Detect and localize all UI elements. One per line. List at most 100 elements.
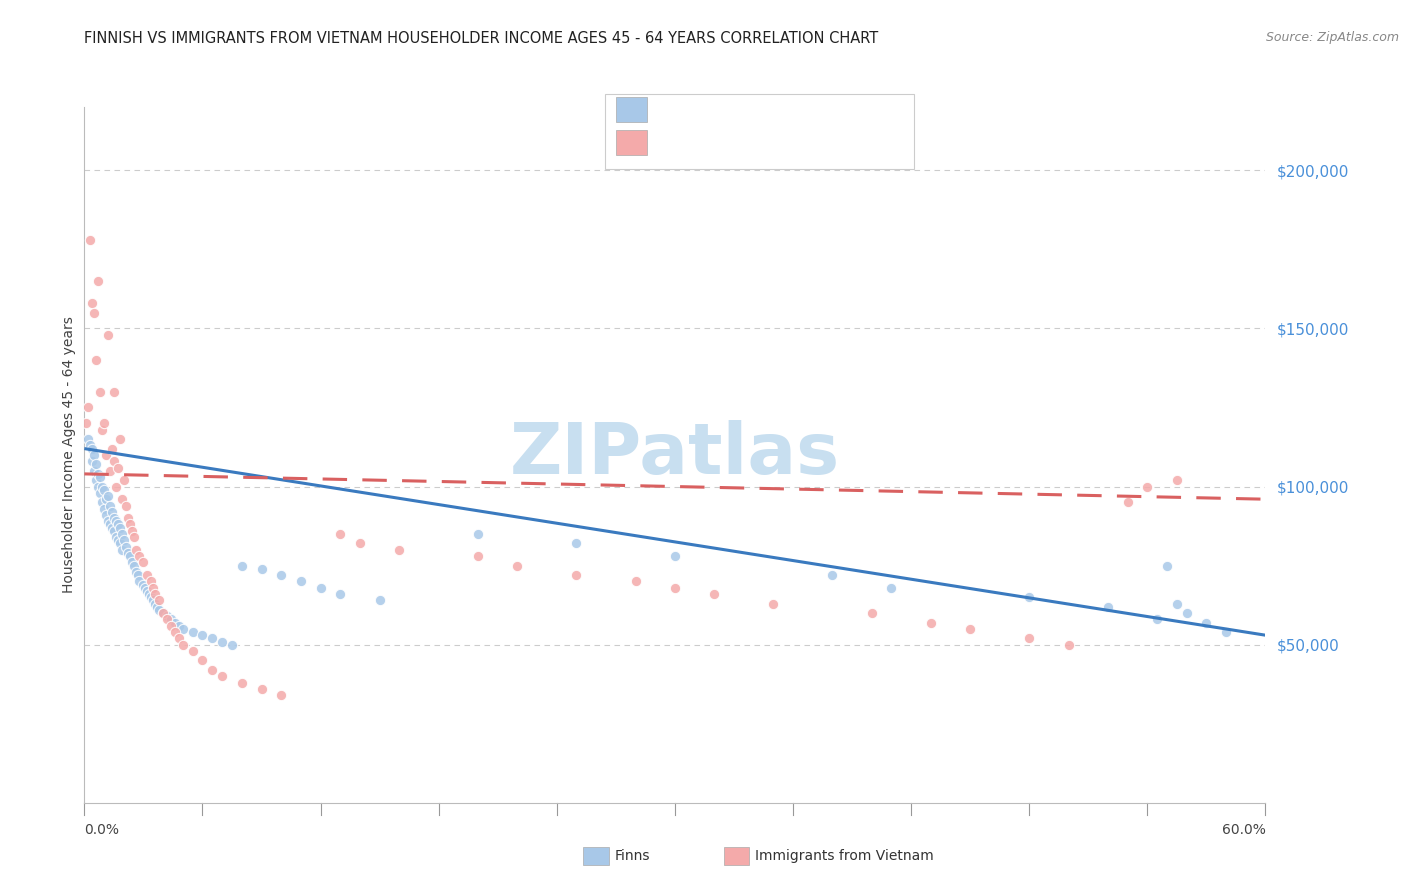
Point [108, 536, 131, 550]
Point [1175, 606, 1198, 620]
Point [1057, 638, 1080, 652]
Point [89, 384, 111, 399]
Text: 0.0%: 0.0% [84, 823, 120, 837]
Text: Finns: Finns [614, 849, 650, 863]
Point [148, 603, 170, 617]
Point [920, 615, 942, 630]
Point [329, 527, 352, 541]
Point [84, 458, 107, 472]
Point [87, 274, 110, 288]
Point [112, 533, 135, 548]
Point [77, 401, 100, 415]
Point [624, 574, 647, 589]
Point [103, 454, 125, 468]
Point [94, 492, 117, 507]
Point [152, 606, 174, 620]
Point [91, 479, 114, 493]
Point [111, 492, 134, 507]
Point [122, 530, 145, 544]
Point [107, 517, 129, 532]
Point [1166, 597, 1188, 611]
Point [167, 632, 190, 646]
Point [87, 467, 110, 481]
Point [1146, 612, 1168, 626]
Point [141, 574, 163, 589]
Text: 60.0%: 60.0% [1222, 823, 1265, 837]
Point [122, 558, 145, 573]
Point [89, 486, 111, 500]
Text: ZIPatlas: ZIPatlas [510, 420, 839, 490]
Point [664, 549, 686, 563]
Point [160, 618, 183, 632]
Point [94, 508, 117, 522]
Point [211, 669, 233, 683]
Point [221, 638, 243, 652]
Point [121, 556, 143, 570]
Point [506, 558, 529, 573]
Point [467, 549, 489, 563]
Point [77, 432, 100, 446]
Point [270, 568, 292, 582]
Point [91, 423, 114, 437]
Point [467, 527, 489, 541]
Text: FINNISH VS IMMIGRANTS FROM VIETNAM HOUSEHOLDER INCOME AGES 45 - 64 YEARS CORRELA: FINNISH VS IMMIGRANTS FROM VIETNAM HOUSE… [84, 31, 879, 46]
Point [1097, 599, 1119, 614]
Point [959, 622, 981, 636]
Point [152, 606, 174, 620]
Point [94, 448, 117, 462]
Point [167, 618, 190, 632]
Point [181, 644, 204, 658]
Point [349, 536, 371, 550]
Point [181, 625, 204, 640]
Point [136, 583, 159, 598]
Text: Immigrants from Vietnam: Immigrants from Vietnam [755, 849, 934, 863]
Point [97, 327, 120, 342]
Text: 65: 65 [808, 136, 830, 150]
Point [87, 479, 110, 493]
Point [103, 384, 125, 399]
Point [127, 568, 149, 582]
Point [148, 593, 170, 607]
Point [108, 521, 131, 535]
Point [231, 558, 253, 573]
Point [124, 542, 146, 557]
Point [93, 417, 115, 431]
Point [91, 495, 114, 509]
Point [1156, 558, 1178, 573]
Point [860, 606, 883, 620]
Point [101, 521, 124, 535]
Text: N =: N = [762, 136, 806, 150]
Point [84, 473, 107, 487]
Point [565, 536, 588, 550]
Point [201, 663, 224, 677]
Point [143, 597, 166, 611]
Point [107, 460, 129, 475]
Point [84, 353, 107, 368]
Point [82, 442, 104, 456]
Point [98, 499, 121, 513]
Point [93, 501, 115, 516]
Point [270, 688, 292, 702]
Point [97, 514, 120, 528]
Point [93, 483, 115, 497]
Point [103, 524, 125, 538]
Point [82, 296, 104, 310]
Point [762, 597, 785, 611]
Point [83, 448, 105, 462]
Point [141, 591, 163, 605]
Point [108, 432, 131, 446]
Point [191, 628, 214, 642]
Point [201, 632, 224, 646]
Point [132, 577, 155, 591]
Point [138, 587, 160, 601]
Point [79, 438, 101, 452]
Point [250, 562, 273, 576]
Text: -0.081: -0.081 [696, 136, 751, 150]
Point [75, 417, 97, 431]
Point [142, 581, 165, 595]
Point [163, 625, 186, 640]
Point [121, 524, 143, 538]
Point [103, 511, 125, 525]
Point [156, 612, 179, 626]
Point [143, 587, 166, 601]
